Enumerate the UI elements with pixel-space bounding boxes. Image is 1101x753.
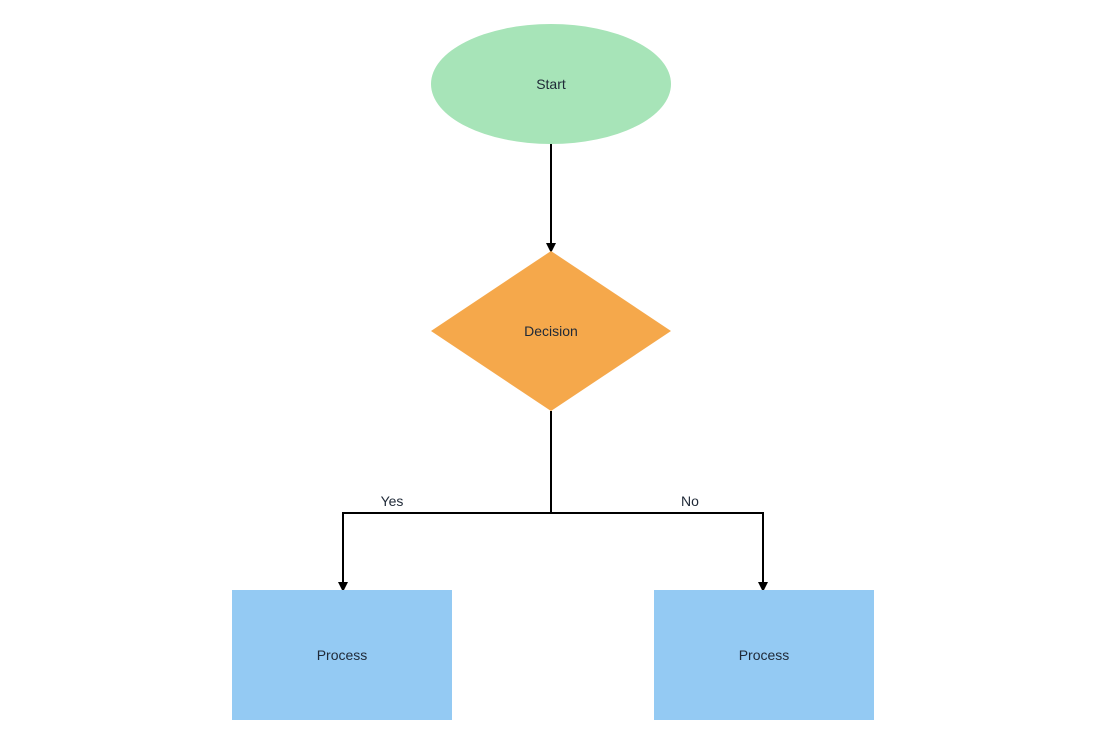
process-left-label: Process — [317, 647, 368, 663]
edge-decision-to-right: No — [551, 411, 763, 590]
node-decision: Decision — [431, 251, 671, 411]
process-right-label: Process — [739, 647, 790, 663]
start-label: Start — [536, 76, 566, 92]
edge-decision-to-left: Yes — [343, 411, 551, 590]
flowchart-canvas: Yes No Start Decision Process Process — [0, 0, 1101, 753]
node-process-left: Process — [232, 590, 452, 720]
node-start: Start — [431, 24, 671, 144]
edge-path — [551, 411, 763, 590]
decision-label: Decision — [524, 323, 578, 339]
edge-label-yes: Yes — [381, 493, 404, 509]
node-process-right: Process — [654, 590, 874, 720]
edge-label-no: No — [681, 493, 699, 509]
